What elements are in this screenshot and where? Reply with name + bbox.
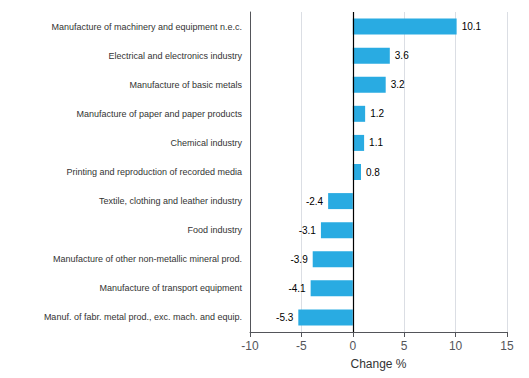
svg-text:-2.4: -2.4 <box>306 196 324 207</box>
svg-text:Electrical and electronics ind: Electrical and electronics industry <box>108 51 242 61</box>
svg-text:Manufacture of transport equip: Manufacture of transport equipment <box>99 283 242 293</box>
svg-text:Change %: Change % <box>350 357 406 371</box>
svg-text:Manufacture of basic metals: Manufacture of basic metals <box>129 80 242 90</box>
svg-text:-3.9: -3.9 <box>290 254 308 265</box>
svg-text:Printing and reproduction of r: Printing and reproduction of recorded me… <box>66 167 242 177</box>
svg-text:Food industry: Food industry <box>187 225 242 235</box>
svg-text:Manuf. of fabr. metal prod., e: Manuf. of fabr. metal prod., exc. mach. … <box>44 312 242 322</box>
svg-text:Manufacture of other non-metal: Manufacture of other non-metallic minera… <box>53 254 242 264</box>
svg-text:-5: -5 <box>296 339 307 353</box>
svg-text:1.1: 1.1 <box>369 137 383 148</box>
svg-text:3.6: 3.6 <box>395 50 409 61</box>
svg-text:0.8: 0.8 <box>366 167 380 178</box>
svg-text:Textile, clothing and leather: Textile, clothing and leather industry <box>99 196 243 206</box>
svg-text:0: 0 <box>349 339 356 353</box>
svg-text:10.1: 10.1 <box>462 21 482 32</box>
svg-text:10: 10 <box>449 339 463 353</box>
svg-text:-5.3: -5.3 <box>276 312 294 323</box>
svg-text:15: 15 <box>500 339 514 353</box>
svg-text:-3.1: -3.1 <box>299 225 317 236</box>
svg-text:-10: -10 <box>241 339 259 353</box>
svg-text:Manufacture of machinery and e: Manufacture of machinery and equipment n… <box>51 22 242 32</box>
svg-text:Manufacture of paper and paper: Manufacture of paper and paper products <box>76 109 242 119</box>
svg-text:1.2: 1.2 <box>370 108 384 119</box>
svg-text:3.2: 3.2 <box>391 79 405 90</box>
svg-text:-4.1: -4.1 <box>288 283 306 294</box>
svg-text:Chemical industry: Chemical industry <box>170 138 242 148</box>
svg-text:5: 5 <box>401 339 408 353</box>
